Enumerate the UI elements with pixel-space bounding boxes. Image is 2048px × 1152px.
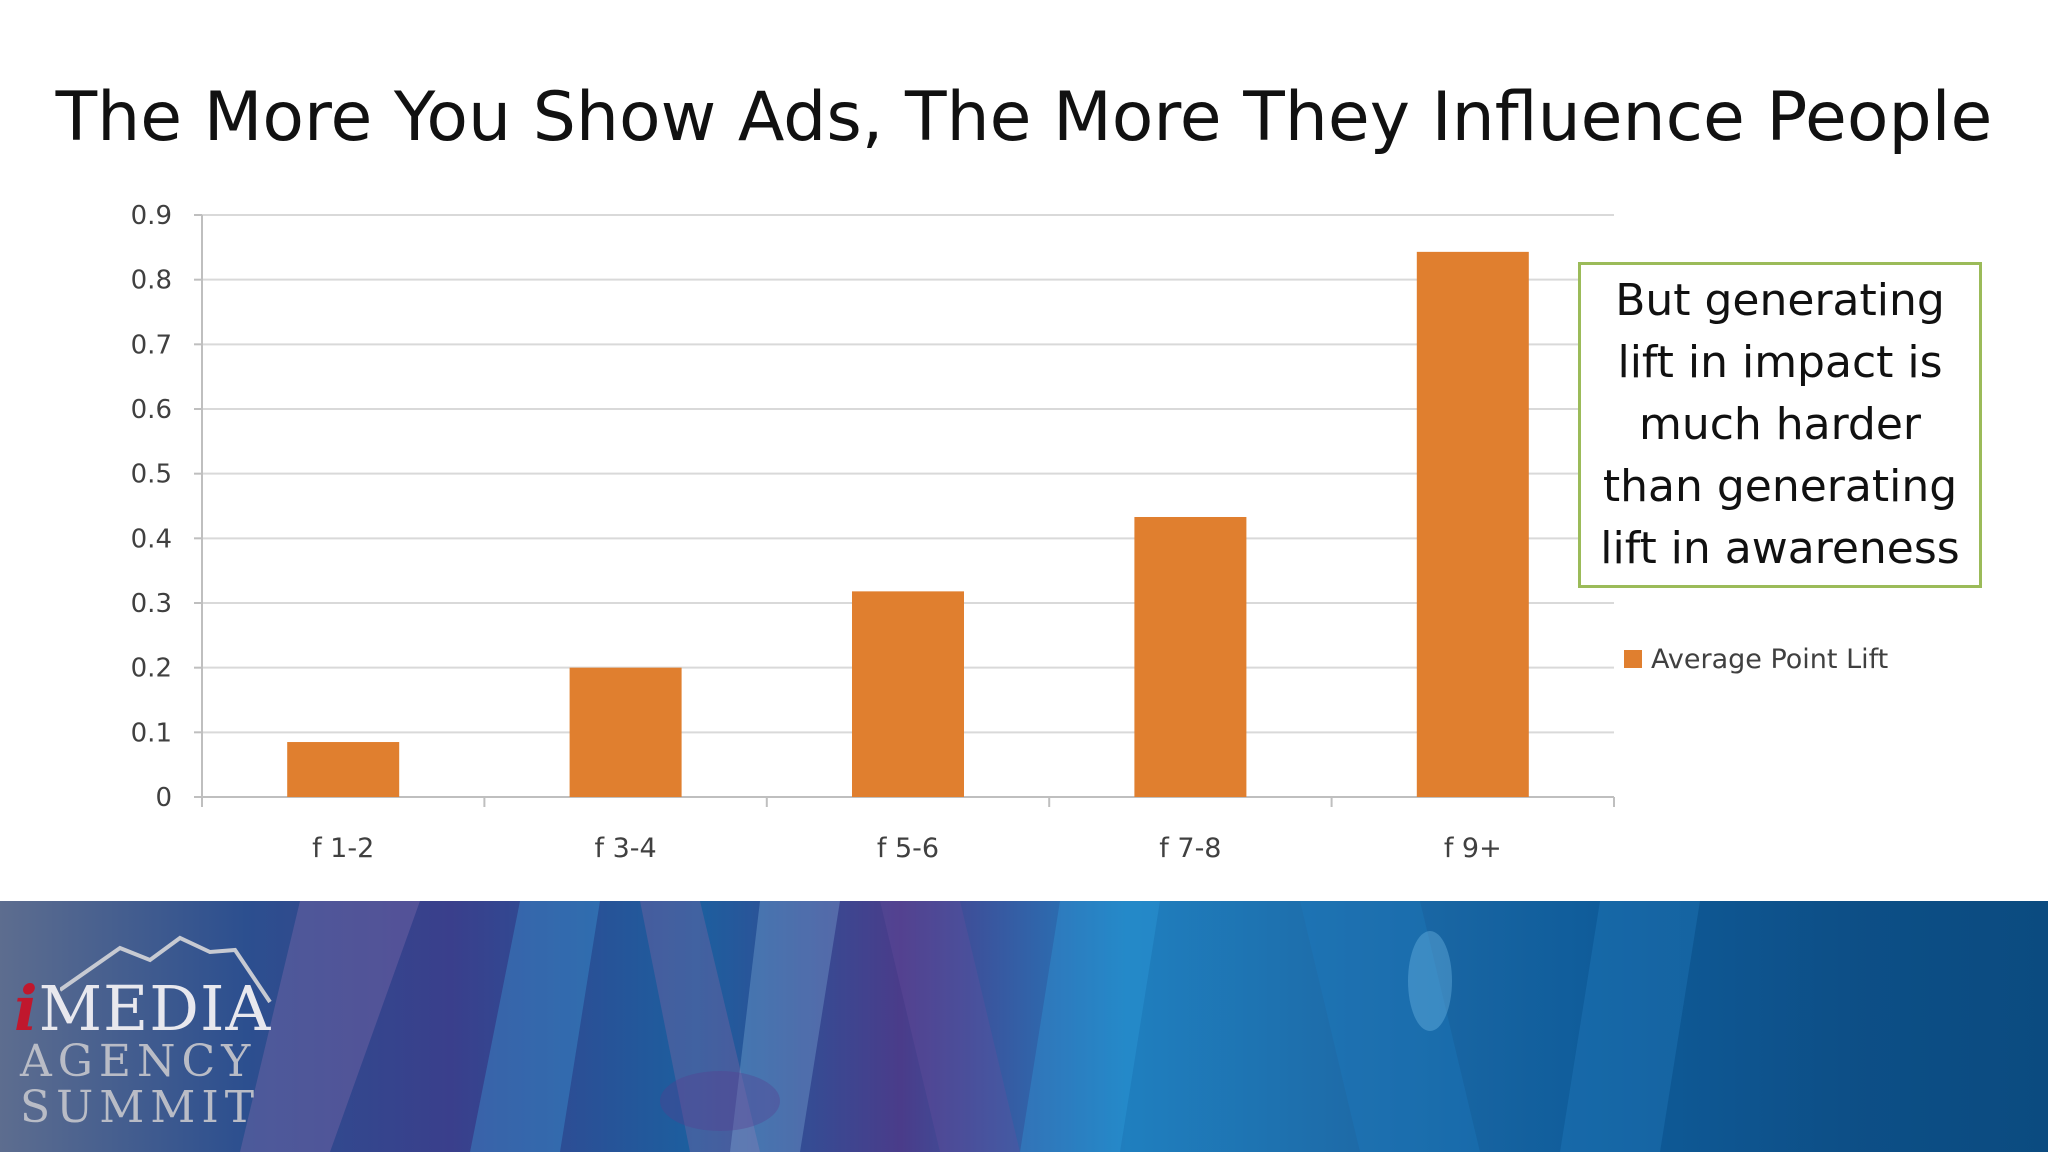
y-tick-label: 0 [155, 783, 172, 813]
bar-chart: 0 0.1 0.2 0.3 0.4 0.5 0.6 0.7 0.8 0.9 f 1-2 f 3-4 f … [131, 201, 1889, 864]
imedia-agency-summit-logo: iMEDIA AGENCY SUMMIT [0, 920, 290, 1140]
x-tick-label: f 1-2 [312, 833, 374, 864]
y-tick-label: 0.1 [131, 718, 172, 748]
y-tick-label: 0.3 [131, 589, 172, 619]
y-tick-label: 0.9 [131, 201, 172, 231]
legend-swatch [1624, 650, 1642, 668]
bar [1134, 516, 1247, 797]
x-tick-label: f 7-8 [1159, 833, 1221, 864]
x-tick-label: f 5-6 [877, 833, 939, 864]
y-tick-label: 0.7 [131, 330, 172, 360]
y-tick-label: 0.4 [131, 524, 172, 554]
legend-label: Average Point Lift [1651, 644, 1888, 675]
logo-summit: SUMMIT [20, 1082, 261, 1133]
callout-text: But generating lift in impact is much ha… [1600, 275, 1960, 574]
slide-title: The More You Show Ads, The More They Inf… [55, 78, 1993, 157]
x-tick-label: f 9+ [1444, 833, 1502, 864]
bar [852, 591, 964, 797]
y-tick-label: 0.8 [131, 266, 172, 296]
y-tick-label: 0.5 [131, 460, 172, 490]
logo-imedia: iMEDIA [14, 978, 271, 1040]
logo-i: i [14, 972, 39, 1045]
bar [1416, 251, 1529, 798]
bar [287, 742, 400, 797]
logo-media: MEDIA [38, 972, 272, 1045]
logo-agency: AGENCY [20, 1036, 257, 1087]
callout-box: But generating lift in impact is much ha… [1578, 262, 1982, 588]
banner-decoration [240, 901, 1700, 1152]
x-tick-label: f 3-4 [595, 833, 657, 864]
bar [569, 667, 682, 797]
mountain-icon [60, 935, 272, 1004]
y-tick-label: 0.6 [131, 395, 172, 425]
footer-banner [0, 901, 2048, 1152]
y-tick-label: 0.2 [131, 654, 172, 684]
